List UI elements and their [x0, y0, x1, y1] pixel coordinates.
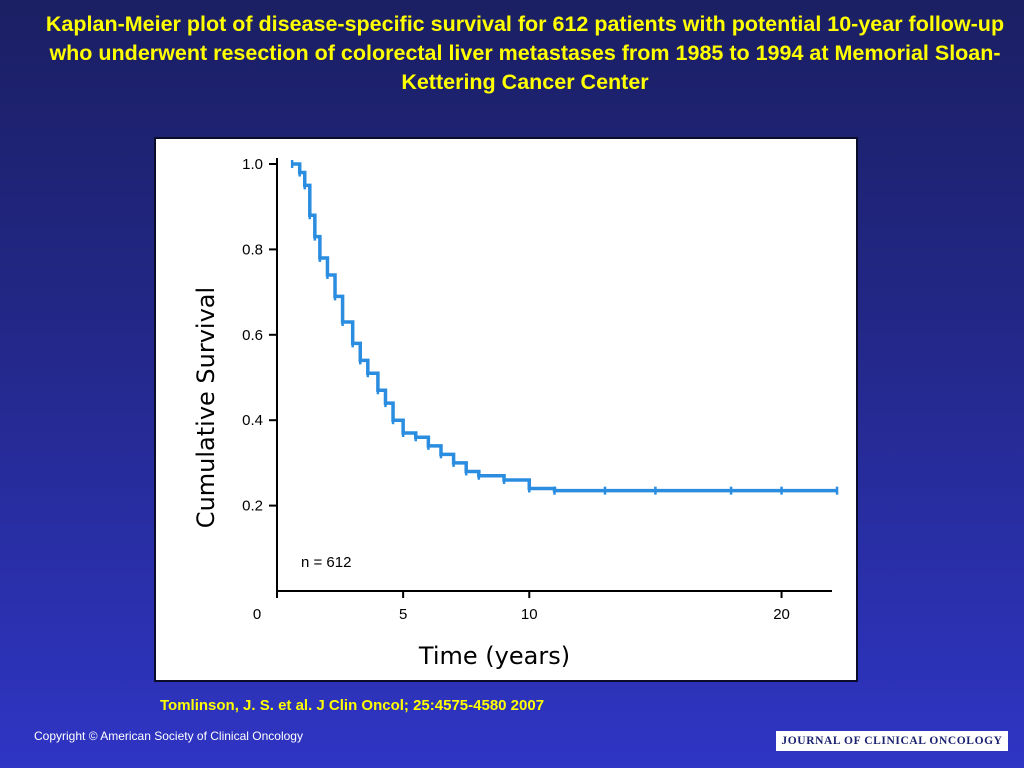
y-tick-label: 0.2	[242, 498, 263, 515]
y-tick-label: 0.4	[242, 412, 263, 429]
survival-series	[290, 160, 839, 495]
chart-labels: 0.2 0.4 0.6 0.8 1.0 0 5 10 20 Time (years) Cumulat…	[192, 156, 790, 670]
y-tick-label: 0.8	[242, 241, 263, 258]
x-tick-label: 0	[253, 606, 261, 623]
y-axis-title: Cumulative Survival	[192, 287, 220, 528]
x-tick-label: 10	[521, 606, 538, 623]
x-tick-label: 5	[399, 606, 407, 623]
slide-title: Kaplan-Meier plot of disease-specific su…	[45, 12, 1005, 94]
copyright-notice: Copyright © American Society of Clinical…	[34, 729, 303, 743]
sample-size-annotation: n = 612	[301, 554, 351, 571]
chart-panel: 0.2 0.4 0.6 0.8 1.0 0 5 10 20 Time (years) Cumulat…	[154, 137, 858, 682]
x-axis-title: Time (years)	[418, 642, 570, 670]
x-tick-label: 20	[773, 606, 790, 623]
y-tick-label: 1.0	[242, 156, 263, 173]
axes	[269, 158, 832, 598]
survival-curve	[292, 162, 838, 493]
kaplan-meier-chart: 0.2 0.4 0.6 0.8 1.0 0 5 10 20 Time (years) Cumulat…	[192, 156, 839, 670]
journal-logo: JOURNAL OF CLINICAL ONCOLOGY	[776, 731, 1008, 751]
y-tick-label: 0.6	[242, 327, 263, 344]
citation: Tomlinson, J. S. et al. J Clin Oncol; 25…	[160, 697, 545, 714]
